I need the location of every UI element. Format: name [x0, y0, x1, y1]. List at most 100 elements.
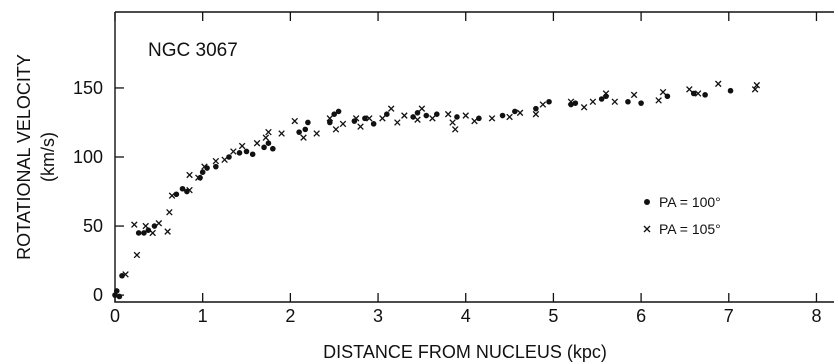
data-point-pa105 — [253, 139, 261, 147]
data-point-pa100 — [476, 115, 482, 122]
data-point-pa105 — [602, 90, 610, 97]
data-point-pa105 — [149, 229, 156, 237]
x-tick-label: 7 — [724, 306, 734, 326]
data-point-pa105 — [488, 115, 496, 122]
legend-label-pa100: PA = 100° — [659, 194, 721, 210]
data-point-pa100 — [512, 108, 518, 115]
x-tick-label: 6 — [636, 306, 646, 326]
data-point-pa100 — [305, 119, 311, 126]
data-point-pa105 — [352, 115, 360, 122]
x-tick-label: 3 — [373, 306, 383, 326]
data-point-pa100 — [384, 111, 390, 117]
data-point-pa105 — [265, 128, 272, 136]
y-axis-title: ROTATIONAL VELOCITY — [14, 54, 34, 260]
data-point-pa100 — [141, 230, 147, 236]
data-point-pa100 — [151, 223, 158, 229]
data-point-pa105 — [195, 174, 202, 181]
data-point-pa100 — [433, 111, 440, 117]
data-point-pa105 — [326, 115, 334, 122]
x-tick-label: 4 — [461, 306, 471, 326]
data-point-pa105 — [201, 163, 208, 170]
data-point-pa100 — [179, 185, 186, 192]
data-point-pa100 — [265, 140, 272, 146]
data-point-pa105 — [142, 222, 149, 230]
data-point-pa100 — [226, 154, 232, 160]
data-point-pa105 — [366, 115, 373, 122]
data-point-pa100 — [135, 230, 142, 236]
data-point-pa105 — [516, 109, 524, 117]
data-point-pa105 — [238, 142, 246, 150]
data-point-pa105 — [429, 115, 436, 122]
data-point-pa100 — [116, 293, 123, 300]
data-point-pa105 — [332, 126, 340, 133]
data-point-pa105 — [133, 251, 141, 259]
data-point-pa105 — [387, 105, 395, 112]
data-point-pa100 — [213, 163, 219, 170]
data-point-pa100 — [197, 174, 203, 181]
y-tick-label: 50 — [83, 216, 103, 236]
data-point-pa105 — [122, 271, 129, 278]
data-point-pa100 — [199, 169, 206, 175]
data-point-pa100 — [249, 151, 256, 158]
data-point-pa100 — [533, 105, 539, 112]
data-point-pa105 — [230, 148, 237, 155]
data-point-pa105 — [262, 134, 270, 141]
data-point-pa105 — [462, 112, 469, 119]
data-point-pa105 — [753, 81, 761, 89]
data-point-pa100 — [454, 114, 460, 120]
data-point-pa100 — [331, 111, 338, 117]
data-point-pa105 — [291, 117, 299, 125]
data-point-pa105 — [686, 86, 693, 93]
data-point-pa105 — [611, 98, 619, 106]
data-point-pa105 — [451, 126, 459, 133]
data-point-pa100 — [261, 144, 267, 151]
data-point-pa105 — [357, 123, 364, 130]
data-point-pa100 — [410, 114, 416, 120]
data-point-pa100 — [690, 90, 697, 97]
data-point-pa105 — [567, 98, 575, 106]
data-point-pa100 — [184, 188, 190, 195]
data-point-pa100 — [664, 93, 671, 100]
data-point-pa100 — [113, 288, 120, 294]
data-point-pa105 — [212, 157, 220, 165]
legend-dot-marker — [644, 199, 650, 205]
data-point-pa105 — [155, 220, 163, 227]
data-point-pa100 — [414, 110, 421, 116]
data-point-pa100 — [270, 145, 276, 152]
data-point-pa100 — [638, 100, 644, 106]
data-point-pa105 — [186, 171, 193, 179]
data-point-pa105 — [449, 119, 456, 126]
data-point-pa105 — [414, 116, 421, 123]
y-tick-label: 150 — [73, 78, 103, 98]
data-point-pa100 — [327, 119, 333, 126]
data-point-pa105 — [471, 117, 478, 125]
data-point-pa105 — [630, 91, 638, 99]
legend: PA = 100° PA = 105° — [643, 194, 721, 237]
data-point-pa100 — [173, 191, 180, 198]
data-point-pa105 — [751, 86, 759, 93]
data-point-pa105 — [418, 105, 426, 112]
legend-cross-marker — [643, 225, 651, 233]
x-tick-label: 0 — [110, 306, 120, 326]
data-point-pa105 — [164, 228, 171, 235]
data-point-pa105 — [300, 134, 307, 141]
data-point-pa105 — [539, 101, 547, 108]
data-point-pa100 — [351, 118, 358, 124]
chart-title: NGC 3067 — [148, 40, 238, 61]
data-point-pa100 — [598, 96, 605, 102]
data-point-pa105 — [659, 88, 667, 96]
data-point-pa105 — [714, 80, 722, 88]
data-point-pa100 — [702, 92, 708, 98]
data-points — [112, 80, 761, 300]
data-point-pa105 — [166, 208, 173, 216]
data-point-pa100 — [335, 108, 342, 115]
data-point-pa100 — [727, 87, 734, 94]
data-point-pa105 — [580, 104, 588, 111]
data-point-pa100 — [625, 98, 631, 105]
data-point-pa100 — [243, 148, 250, 155]
data-point-pa105 — [131, 221, 138, 228]
axis-ticks: 0 1 2 3 4 5 6 7 8 0 50 100 150 — [73, 12, 821, 326]
data-point-pa105 — [506, 113, 513, 121]
data-point-pa105 — [694, 90, 702, 97]
